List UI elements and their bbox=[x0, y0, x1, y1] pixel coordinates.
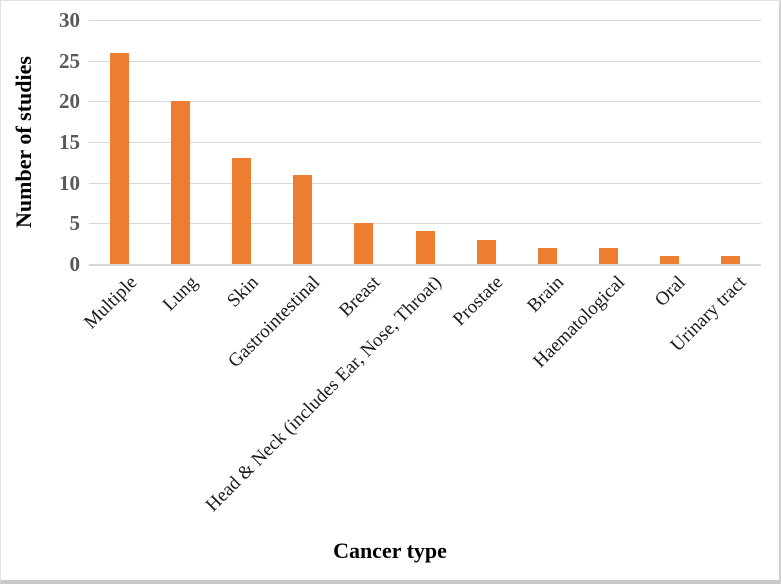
bar bbox=[416, 231, 435, 264]
gridline bbox=[89, 223, 761, 224]
y-tick-label: 15 bbox=[59, 130, 80, 154]
gridline bbox=[89, 101, 761, 102]
x-tick-label: Skin bbox=[223, 272, 263, 312]
x-tick-label: Lung bbox=[158, 272, 202, 316]
y-tick-label: 10 bbox=[59, 171, 80, 195]
bar bbox=[232, 158, 251, 264]
y-tick-label: 0 bbox=[69, 252, 81, 276]
x-tick-label: Oral bbox=[651, 272, 690, 311]
x-tick-label: Breast bbox=[335, 272, 385, 322]
x-axis-line bbox=[89, 264, 761, 266]
y-tick-label: 20 bbox=[59, 89, 80, 113]
y-tick-label: 30 bbox=[59, 8, 80, 32]
gridline bbox=[89, 183, 761, 184]
y-tick-label: 25 bbox=[59, 49, 80, 73]
bar bbox=[599, 248, 618, 264]
x-tick-label: Prostate bbox=[448, 272, 507, 331]
x-tick-label: Multiple bbox=[79, 272, 141, 334]
bar bbox=[354, 223, 373, 264]
bar bbox=[110, 53, 129, 264]
gridline bbox=[89, 142, 761, 143]
x-tick-label: Brain bbox=[523, 272, 568, 317]
bar bbox=[660, 256, 679, 264]
gridline bbox=[89, 61, 761, 62]
bar bbox=[171, 101, 190, 264]
gridline bbox=[89, 20, 761, 21]
y-tick-label: 5 bbox=[69, 211, 81, 235]
bar bbox=[293, 175, 312, 264]
x-axis-title: Cancer type bbox=[333, 538, 447, 563]
bar bbox=[538, 248, 557, 264]
bar bbox=[477, 240, 496, 264]
bar bbox=[721, 256, 740, 264]
